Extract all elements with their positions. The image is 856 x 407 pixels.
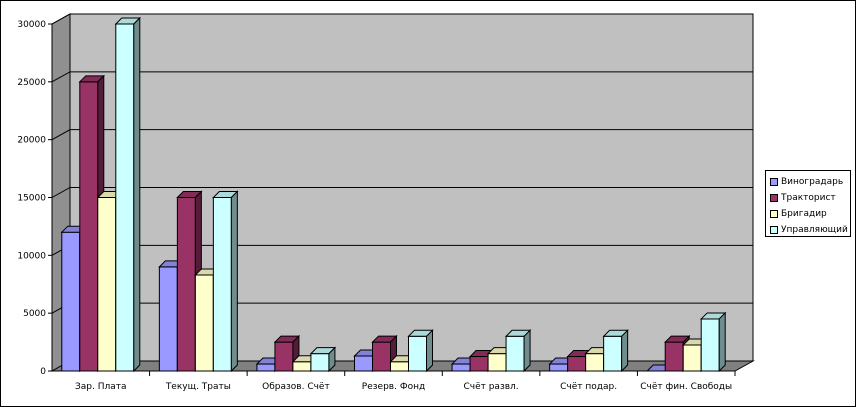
bar-front xyxy=(97,197,117,372)
bar xyxy=(700,311,727,373)
y-tick-label: 20000 xyxy=(17,136,46,146)
y-tick-labels: 0 5000 10000 15000 20000 25000 30000 xyxy=(17,20,46,377)
y-tick-label: 25000 xyxy=(17,78,46,88)
bar-front xyxy=(212,197,232,372)
legend-swatch xyxy=(770,210,778,218)
bar-front xyxy=(274,341,294,372)
category-label: Резерв. Фонд xyxy=(362,382,425,392)
bar-front xyxy=(115,23,135,372)
legend-swatch xyxy=(770,178,778,186)
y-tick-label: 5000 xyxy=(23,309,46,319)
bar-front xyxy=(505,335,525,372)
bar xyxy=(602,329,629,373)
bar-front xyxy=(372,341,391,372)
gridline xyxy=(51,187,753,198)
gridline xyxy=(51,129,753,141)
bars xyxy=(60,16,727,373)
legend-label: Тракторист xyxy=(781,193,836,203)
bar xyxy=(114,16,141,373)
bar-front xyxy=(158,266,178,372)
legend-label: Виноградарь xyxy=(781,177,844,187)
bar-side xyxy=(426,329,433,373)
bar-front xyxy=(390,361,409,372)
category-label: Образов. Счёт xyxy=(262,382,330,392)
bar-side xyxy=(133,16,141,373)
bar-side xyxy=(328,346,336,373)
bar-front xyxy=(487,353,507,372)
legend-item: Виноградарь xyxy=(770,174,850,190)
gridline xyxy=(51,13,753,25)
category-label: Текущ. Траты xyxy=(165,382,231,392)
category-labels: Зар. Плата Текущ. Траты Образов. Счёт Резер… xyxy=(75,382,732,392)
category-label: Счёт развл. xyxy=(463,382,518,392)
bar-front xyxy=(310,353,330,372)
bar-front xyxy=(194,274,214,372)
legend-item: Тракторист xyxy=(770,190,850,206)
bar-front xyxy=(682,344,702,372)
chart-walls xyxy=(50,13,755,372)
y-tick-label: 0 xyxy=(40,367,46,377)
legend-item: Управляющий xyxy=(770,222,850,238)
bar-side xyxy=(230,190,238,373)
legend-label: Управляющий xyxy=(781,225,848,235)
bar-front xyxy=(585,353,605,372)
bar-side xyxy=(718,311,726,373)
bar-front xyxy=(469,356,489,372)
y-tick-label: 30000 xyxy=(17,20,46,30)
legend-label: Бригадир xyxy=(781,209,827,219)
bar-front xyxy=(79,81,99,372)
bar-front xyxy=(354,355,373,372)
bar-front xyxy=(292,361,312,372)
bar-front xyxy=(664,341,684,372)
bar xyxy=(407,329,434,373)
category-label: Счёт подар. xyxy=(560,382,617,392)
bar-front xyxy=(549,363,569,372)
bar-front xyxy=(61,231,81,372)
category-label: Счёт фин. Свободы xyxy=(640,382,732,392)
bar xyxy=(212,190,239,373)
bar-front xyxy=(451,363,471,372)
y-tick-label: 15000 xyxy=(17,194,46,204)
bar-side xyxy=(523,329,531,373)
bar-front xyxy=(176,197,196,372)
gridline xyxy=(51,71,753,83)
bar xyxy=(309,346,337,373)
legend: Виноградарь Тракторист Бригадир Управляю… xyxy=(765,170,851,237)
category-label: Зар. Плата xyxy=(75,382,127,392)
bar-side xyxy=(621,329,629,373)
bar-front xyxy=(567,356,587,372)
legend-swatch xyxy=(770,194,778,202)
legend-swatch xyxy=(770,226,778,234)
bar-front xyxy=(700,318,720,372)
bar-front xyxy=(408,335,427,372)
bar xyxy=(504,329,532,373)
legend-item: Бригадир xyxy=(770,206,850,222)
bar-front xyxy=(256,363,276,372)
y-tick-label: 10000 xyxy=(17,251,46,261)
bar-front xyxy=(603,335,623,372)
